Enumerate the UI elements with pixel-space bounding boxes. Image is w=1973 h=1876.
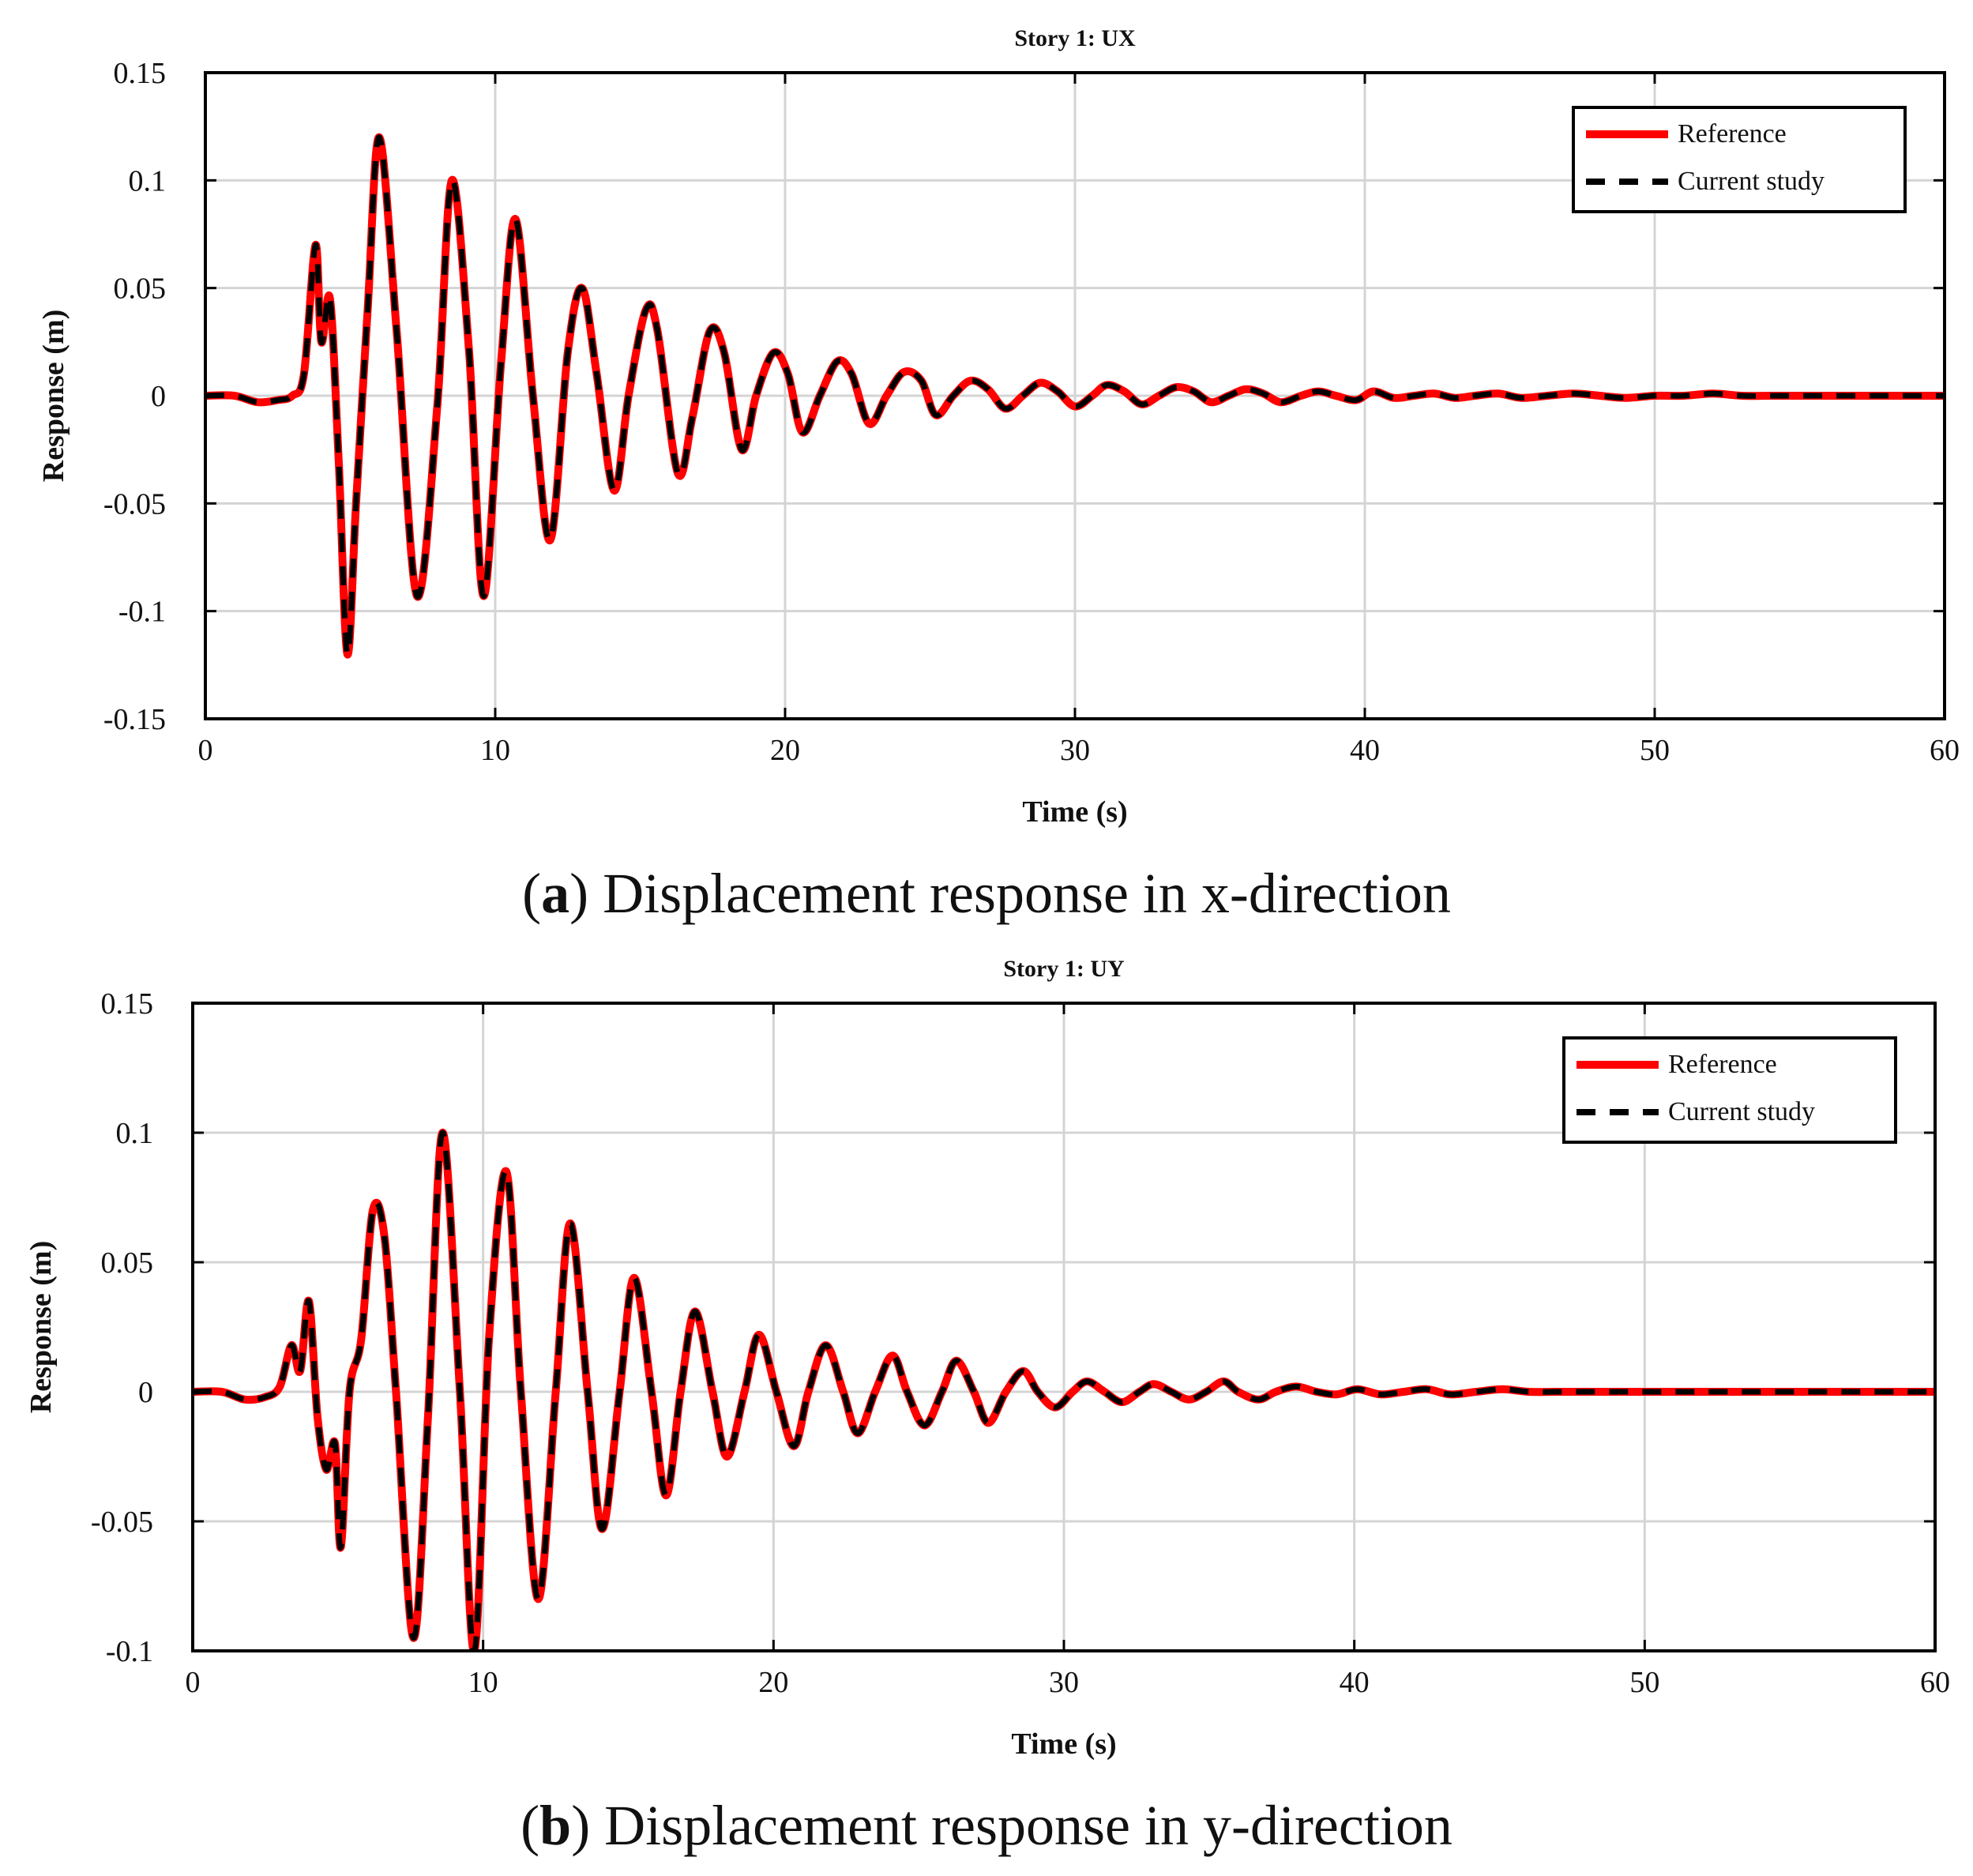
chart-ux: Story 1: UX 0 10 20 30 40 50 60 0.15 0.1 0.05 0 -0.0… <box>37 25 1960 829</box>
x-tick-label: 20 <box>758 1666 788 1699</box>
x-axis-label: Time (s) <box>1022 795 1127 829</box>
x-tick-label: 0 <box>198 734 213 767</box>
x-tick-label: 40 <box>1340 1666 1370 1699</box>
y-axis-label: Response (m) <box>37 310 70 482</box>
x-tick-label: 30 <box>1049 1666 1079 1699</box>
legend-label: Current study <box>1668 1097 1815 1126</box>
axes-box <box>204 71 1946 720</box>
y-tick-label: -0.05 <box>103 487 166 521</box>
legend: Reference Current study <box>1572 106 1907 213</box>
legend-box <box>1562 1036 1897 1144</box>
y-tick-label: 0.1 <box>129 164 167 197</box>
series-line-current-study <box>193 1130 1935 1651</box>
x-tick-label: 0 <box>186 1666 201 1699</box>
chart-uy: Story 1: UY 0 10 20 30 40 50 60 0.15 0.1 0.05 0 -0.0… <box>24 956 1950 1761</box>
chart-title: Story 1: UX <box>1014 25 1136 51</box>
plot-area <box>193 1128 1935 1651</box>
x-tick-label: 30 <box>1060 734 1090 767</box>
y-tick-label: -0.1 <box>106 1635 153 1668</box>
legend-label: Reference <box>1668 1050 1777 1079</box>
x-tick-label: 60 <box>1930 734 1960 767</box>
x-tick-label: 60 <box>1920 1666 1950 1699</box>
x-tick-label: 20 <box>770 734 800 767</box>
x-tick-label: 10 <box>480 734 510 767</box>
caption-b-text: Displacement response in y-direction <box>604 1794 1453 1857</box>
y-tick-label: -0.15 <box>103 703 166 736</box>
caption-b: (b) Displacement response in y-direction <box>520 1794 1453 1857</box>
legend-box <box>1572 106 1907 213</box>
y-tick-label: -0.05 <box>91 1506 153 1539</box>
legend-label: Reference <box>1678 119 1787 149</box>
caption-a-text: Displacement response in x-direction <box>603 862 1451 925</box>
y-tick-label: 0.05 <box>114 273 167 306</box>
y-tick-label: 0.15 <box>101 987 154 1021</box>
x-tick-label: 10 <box>468 1666 498 1699</box>
plot-area <box>205 133 1945 659</box>
legend-label: Current study <box>1678 167 1825 196</box>
legend: Reference Current study <box>1562 1036 1897 1144</box>
x-tick-label: 40 <box>1350 734 1380 767</box>
x-tick-label: 50 <box>1640 734 1670 767</box>
y-axis-label: Response (m) <box>24 1241 58 1413</box>
y-tick-label: 0 <box>138 1376 153 1409</box>
chart-title: Story 1: UY <box>1003 956 1125 982</box>
y-tick-label: 0.05 <box>101 1246 154 1280</box>
y-tick-label: 0.15 <box>114 57 167 90</box>
caption-a: (a) Displacement response in x-direction <box>522 862 1451 925</box>
caption-a-label: a <box>541 862 570 925</box>
caption-b-label: b <box>539 1794 572 1857</box>
y-tick-label: 0.1 <box>116 1117 154 1150</box>
x-tick-label: 50 <box>1629 1666 1659 1699</box>
y-tick-label: -0.1 <box>118 596 166 629</box>
y-tick-label: 0 <box>151 380 166 413</box>
axes-box <box>191 1002 1937 1652</box>
series-line-current-study <box>205 134 1945 657</box>
x-axis-label: Time (s) <box>1011 1727 1116 1761</box>
